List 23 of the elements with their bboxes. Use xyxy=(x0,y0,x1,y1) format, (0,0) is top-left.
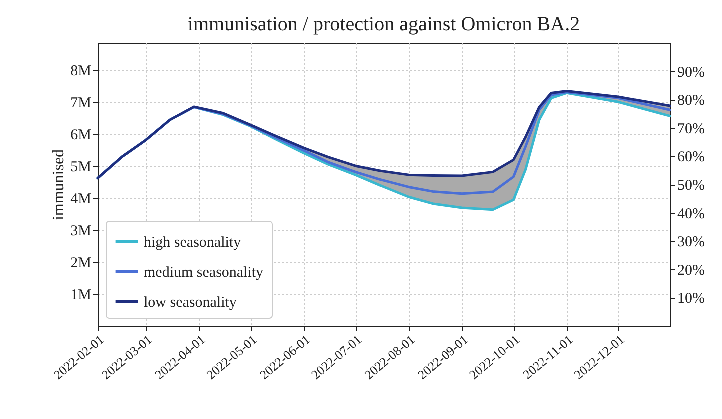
legend-label: high seasonality xyxy=(144,235,242,251)
y-tick-label: 1M xyxy=(70,288,92,304)
y2-tick-label: 90% xyxy=(678,64,705,81)
y2-tick-label: 70% xyxy=(678,121,705,138)
y-tick-label: 5M xyxy=(70,160,92,176)
y2-tick-label: 60% xyxy=(678,150,705,166)
y2-tick-label: 20% xyxy=(678,262,705,279)
y-tick-label: 2M xyxy=(70,256,92,272)
y-tick-label: 7M xyxy=(70,96,92,112)
y-tick-label: 8M xyxy=(70,64,92,80)
y2-tick-label: 40% xyxy=(678,206,705,222)
y2-tick-label: 50% xyxy=(678,178,705,194)
y2-tick-label: 30% xyxy=(678,234,705,251)
legend-label: medium seasonality xyxy=(144,265,264,281)
line-series xyxy=(96,90,672,180)
y-axis-title: immunised xyxy=(50,149,68,221)
y-tick-label: 3M xyxy=(70,224,92,240)
y2-tick-label: 10% xyxy=(678,291,705,308)
y-tick-label: 4M xyxy=(70,192,92,208)
legend-label: low seasonality xyxy=(144,295,238,311)
y-tick-label: 6M xyxy=(70,128,92,144)
y2-tick-label: 80% xyxy=(678,93,705,110)
chart-title: immunisation / protection against Omicron BA.2 xyxy=(188,14,580,36)
